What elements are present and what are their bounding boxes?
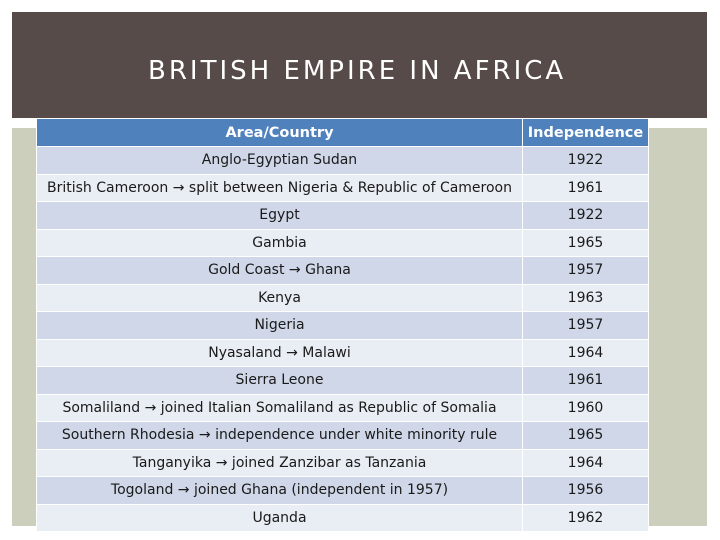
area-country-cell: Anglo-Egyptian Sudan (36, 146, 523, 175)
header-area-country: Area/Country (36, 118, 523, 147)
area-country-cell: Gambia (36, 228, 523, 257)
independence-year-cell: 1961 (522, 173, 649, 202)
area-country-cell: Togoland → joined Ghana (independent in … (36, 476, 523, 505)
table-row: Togoland → joined Ghana (independent in … (36, 476, 649, 505)
table-row: Nigeria 1957 (36, 311, 649, 340)
slide-title: BRITISH EMPIRE IN AFRICA (148, 56, 567, 86)
area-country-cell: Tanganyika → joined Zanzibar as Tanzania (36, 448, 523, 477)
independence-table-container: Area/Country Independence Anglo-Egyptian… (36, 118, 649, 532)
area-country-cell: Uganda (36, 503, 523, 532)
table-header-row: Area/Country Independence (36, 118, 649, 147)
independence-year-cell: 1962 (522, 503, 649, 532)
area-country-cell: Nigeria (36, 311, 523, 340)
independence-year-cell: 1965 (522, 421, 649, 450)
table-body: Anglo-Egyptian Sudan 1922 British Cameroon… (36, 146, 649, 532)
area-country-cell: British Cameroon → split between Nigeria… (36, 173, 523, 202)
independence-year-cell: 1957 (522, 256, 649, 285)
independence-year-cell: 1965 (522, 228, 649, 257)
independence-year-cell: 1956 (522, 476, 649, 505)
independence-year-cell: 1964 (522, 448, 649, 477)
area-country-cell: Gold Coast → Ghana (36, 256, 523, 285)
title-bar: BRITISH EMPIRE IN AFRICA (12, 12, 707, 118)
area-country-cell: Southern Rhodesia → independence under w… (36, 421, 523, 450)
table-row: Nyasaland → Malawi 1964 (36, 338, 649, 367)
area-country-cell: Somaliland → joined Italian Somaliland a… (36, 393, 523, 422)
independence-year-cell: 1922 (522, 201, 649, 230)
area-country-cell: Nyasaland → Malawi (36, 338, 523, 367)
independence-year-cell: 1964 (522, 338, 649, 367)
table-row: Anglo-Egyptian Sudan 1922 (36, 146, 649, 175)
area-country-cell: Kenya (36, 283, 523, 312)
table-row: Southern Rhodesia → independence under w… (36, 421, 649, 450)
independence-year-cell: 1922 (522, 146, 649, 175)
table-row: British Cameroon → split between Nigeria… (36, 173, 649, 202)
area-country-cell: Egypt (36, 201, 523, 230)
table-row: Somaliland → joined Italian Somaliland a… (36, 393, 649, 422)
table-row: Gold Coast → Ghana 1957 (36, 256, 649, 285)
table-row: Egypt 1922 (36, 201, 649, 230)
independence-table: Area/Country Independence Anglo-Egyptian… (36, 118, 649, 532)
table-row: Kenya 1963 (36, 283, 649, 312)
independence-year-cell: 1960 (522, 393, 649, 422)
area-country-cell: Sierra Leone (36, 366, 523, 395)
table-row: Gambia 1965 (36, 228, 649, 257)
table-row: Sierra Leone 1961 (36, 366, 649, 395)
header-independence: Independence (522, 118, 649, 147)
independence-year-cell: 1961 (522, 366, 649, 395)
independence-year-cell: 1957 (522, 311, 649, 340)
independence-year-cell: 1963 (522, 283, 649, 312)
table-row: Uganda 1962 (36, 503, 649, 532)
table-row: Tanganyika → joined Zanzibar as Tanzania… (36, 448, 649, 477)
